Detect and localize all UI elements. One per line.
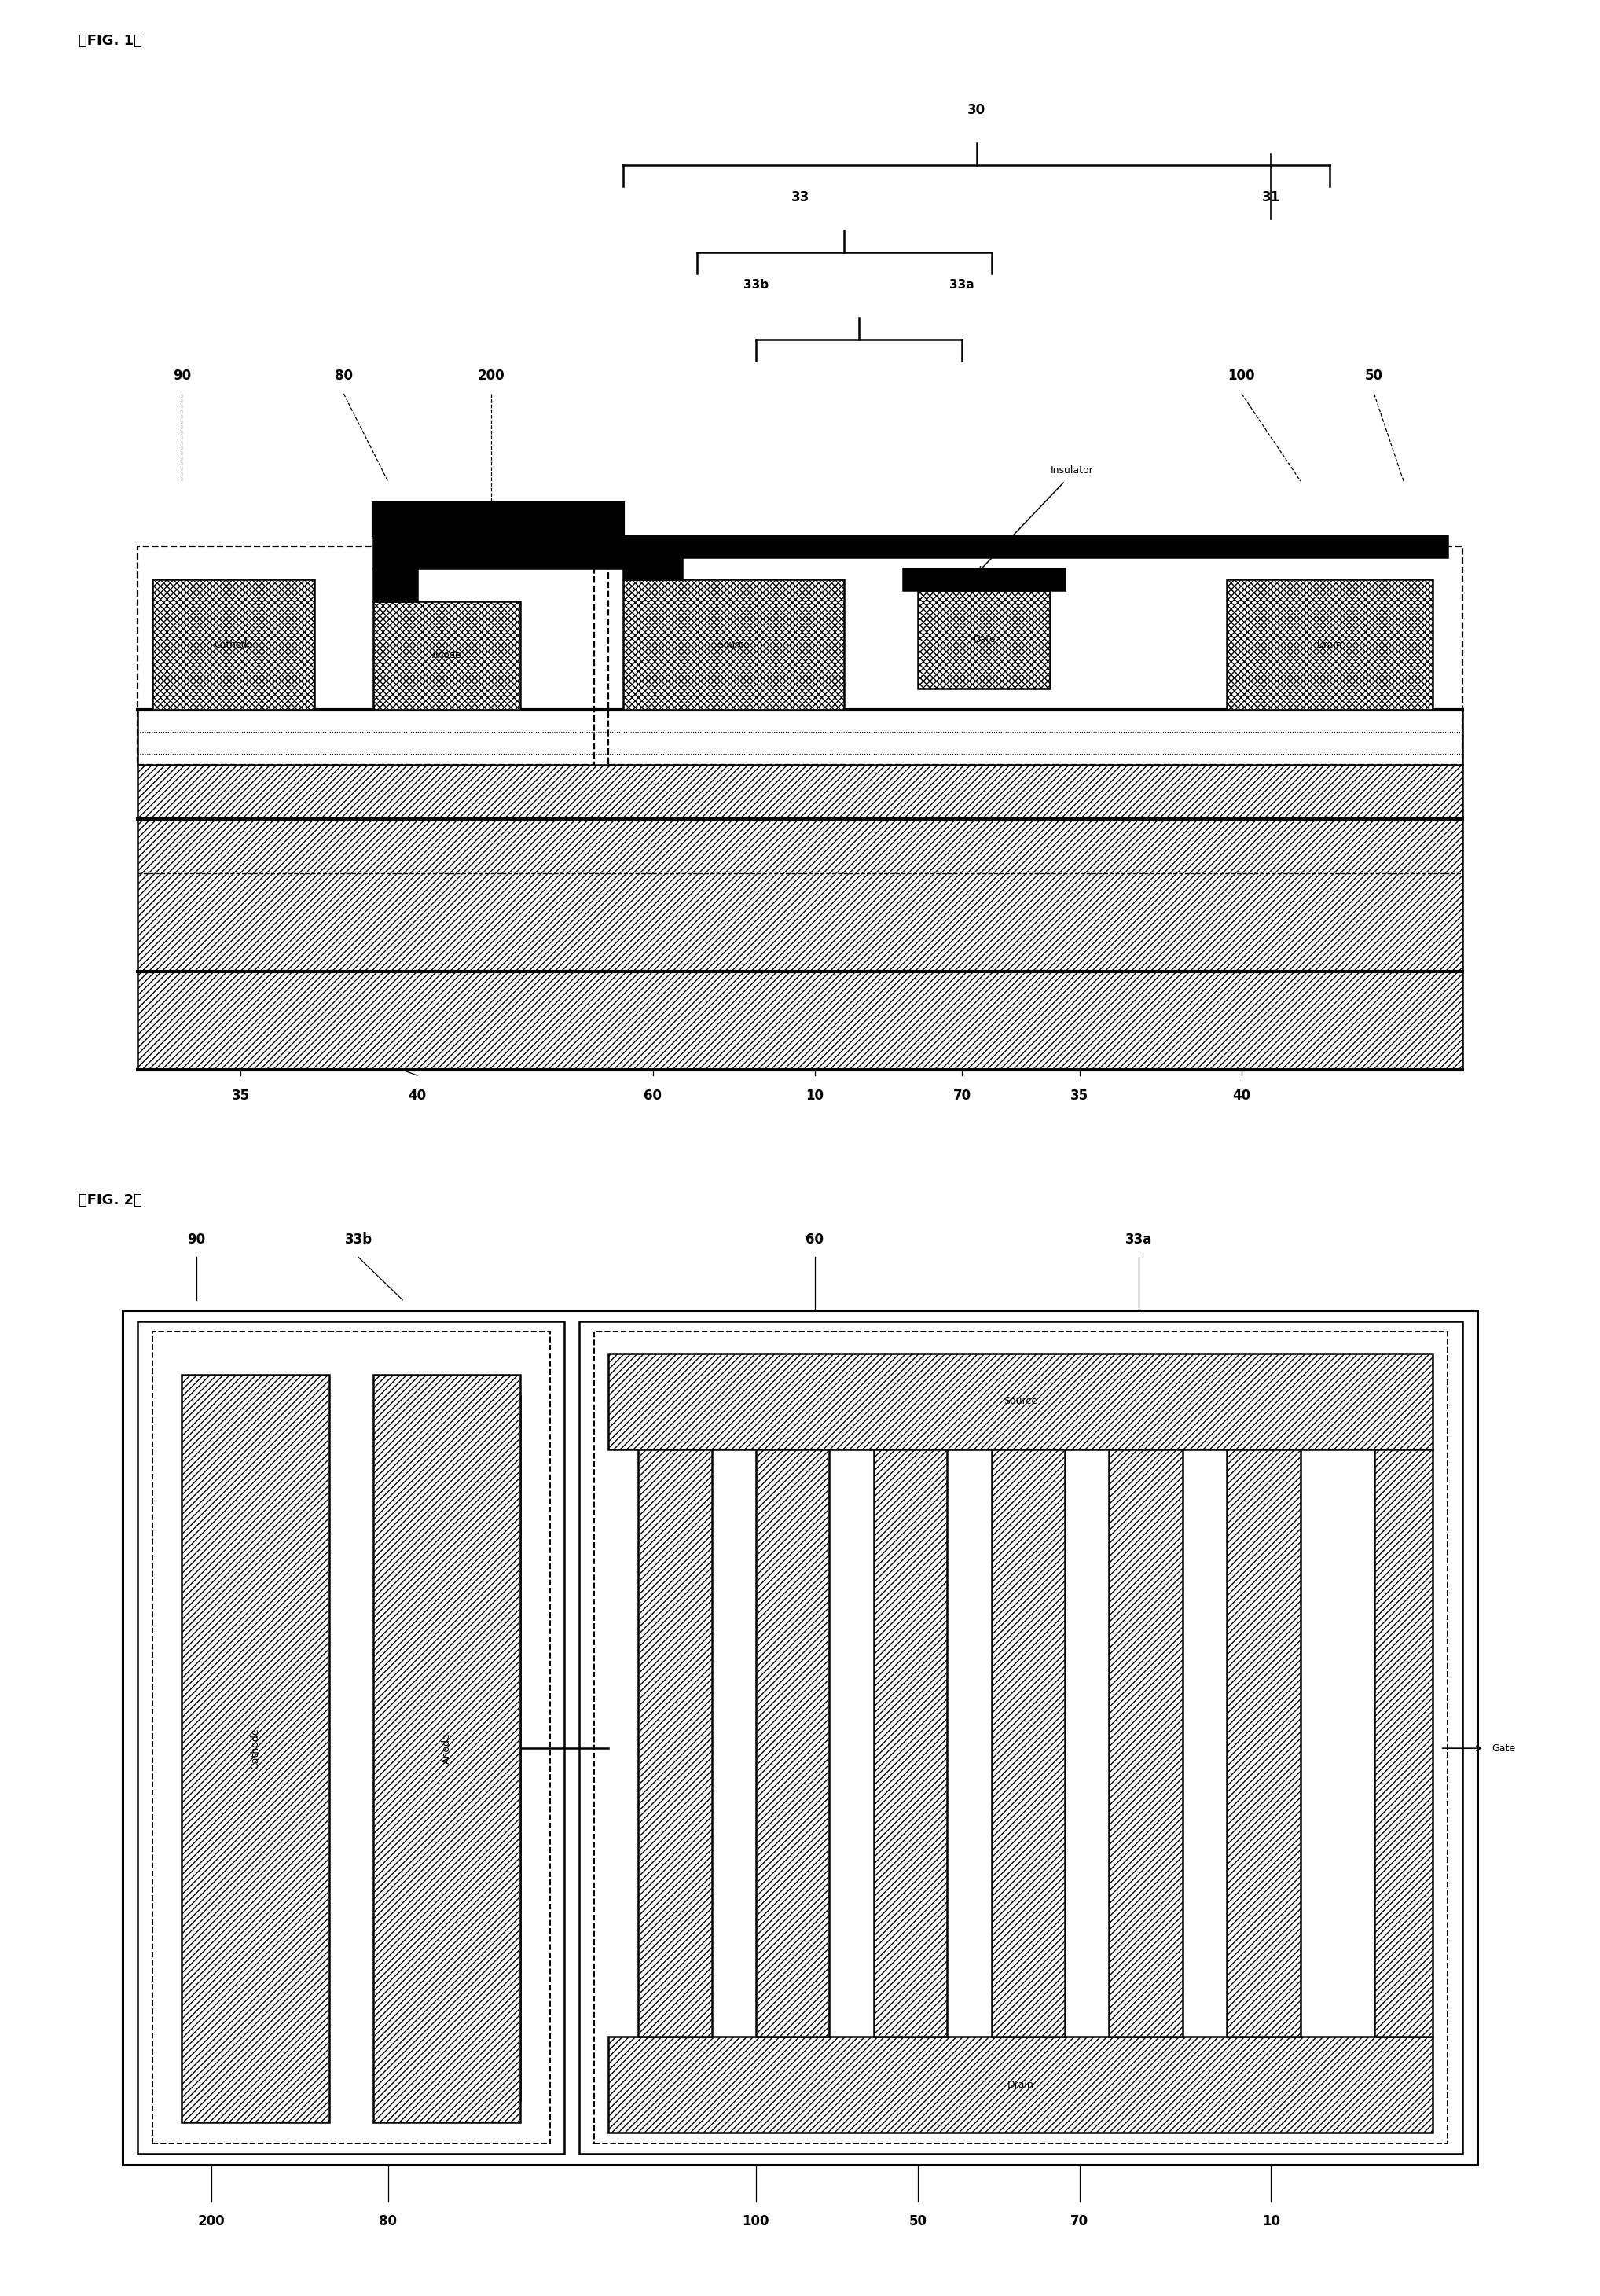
Bar xyxy=(182,1375,330,2122)
Text: 70: 70 xyxy=(954,1088,971,1102)
Bar xyxy=(579,1320,1462,2154)
Bar xyxy=(373,602,520,709)
Text: 40: 40 xyxy=(1232,1088,1251,1102)
Text: 【FIG. 1】: 【FIG. 1】 xyxy=(78,34,142,48)
Text: Anode: Anode xyxy=(442,1733,451,1763)
Text: 35: 35 xyxy=(232,1088,250,1102)
Text: 33a: 33a xyxy=(949,278,974,292)
Text: 30: 30 xyxy=(968,103,986,117)
Text: 200: 200 xyxy=(197,2216,226,2229)
Text: 10: 10 xyxy=(806,1088,824,1102)
Bar xyxy=(138,971,1462,1070)
Text: Source: Source xyxy=(1003,1396,1038,1407)
Text: Source: Source xyxy=(718,641,750,650)
Bar xyxy=(1227,1449,1301,2037)
Text: 33b: 33b xyxy=(744,278,768,292)
Bar xyxy=(123,1311,1477,2165)
Text: 40: 40 xyxy=(408,1088,426,1102)
Text: 200: 200 xyxy=(477,370,504,383)
Text: 90: 90 xyxy=(173,370,190,383)
Text: 60: 60 xyxy=(643,1088,662,1102)
Bar xyxy=(138,709,1462,765)
Text: Anode: Anode xyxy=(432,650,461,661)
Text: 60: 60 xyxy=(806,1233,824,1247)
Text: 90: 90 xyxy=(187,1233,205,1247)
Text: 80: 80 xyxy=(379,2216,397,2229)
Bar xyxy=(373,535,624,569)
Bar xyxy=(373,569,418,602)
Bar xyxy=(874,1449,947,2037)
Text: 70: 70 xyxy=(1070,2216,1088,2229)
Text: Insulator: Insulator xyxy=(1050,466,1093,475)
Bar xyxy=(608,1352,1434,1449)
Bar xyxy=(152,1332,550,2144)
Text: 35: 35 xyxy=(1070,1088,1088,1102)
Text: 33: 33 xyxy=(790,191,810,204)
Bar xyxy=(638,1449,712,2037)
Text: 100: 100 xyxy=(742,2216,770,2229)
Bar xyxy=(594,1332,1448,2144)
Text: Drain: Drain xyxy=(1317,641,1342,650)
Bar xyxy=(608,546,1462,765)
Bar xyxy=(755,1449,829,2037)
Bar xyxy=(373,1375,520,2122)
Bar xyxy=(152,579,314,709)
Text: Drain: Drain xyxy=(1008,2080,1034,2089)
Text: 80: 80 xyxy=(334,370,352,383)
Text: 33a: 33a xyxy=(1125,1233,1152,1247)
Bar xyxy=(373,503,624,535)
Bar xyxy=(138,1320,565,2154)
Bar xyxy=(918,590,1050,689)
Text: 50: 50 xyxy=(909,2216,926,2229)
Bar xyxy=(624,558,682,579)
Bar xyxy=(992,1449,1066,2037)
Bar xyxy=(1374,1449,1434,2037)
Text: Cathode: Cathode xyxy=(250,1727,261,1768)
Text: Gate: Gate xyxy=(973,634,995,645)
Text: 33b: 33b xyxy=(344,1233,373,1247)
Text: 31: 31 xyxy=(1262,191,1280,204)
Bar xyxy=(1109,1449,1182,2037)
Bar xyxy=(624,579,845,709)
Bar xyxy=(902,569,1066,590)
Bar xyxy=(138,765,1462,971)
Bar xyxy=(138,546,594,765)
Bar xyxy=(608,535,1448,558)
Bar xyxy=(1227,579,1434,709)
Text: Cathode: Cathode xyxy=(214,641,253,650)
Text: 【FIG. 2】: 【FIG. 2】 xyxy=(78,1194,142,1208)
Text: 100: 100 xyxy=(1229,370,1254,383)
Bar xyxy=(608,2037,1434,2133)
Text: 50: 50 xyxy=(1365,370,1382,383)
Text: 10: 10 xyxy=(1262,2216,1280,2229)
Text: Gate: Gate xyxy=(1491,1743,1515,1754)
